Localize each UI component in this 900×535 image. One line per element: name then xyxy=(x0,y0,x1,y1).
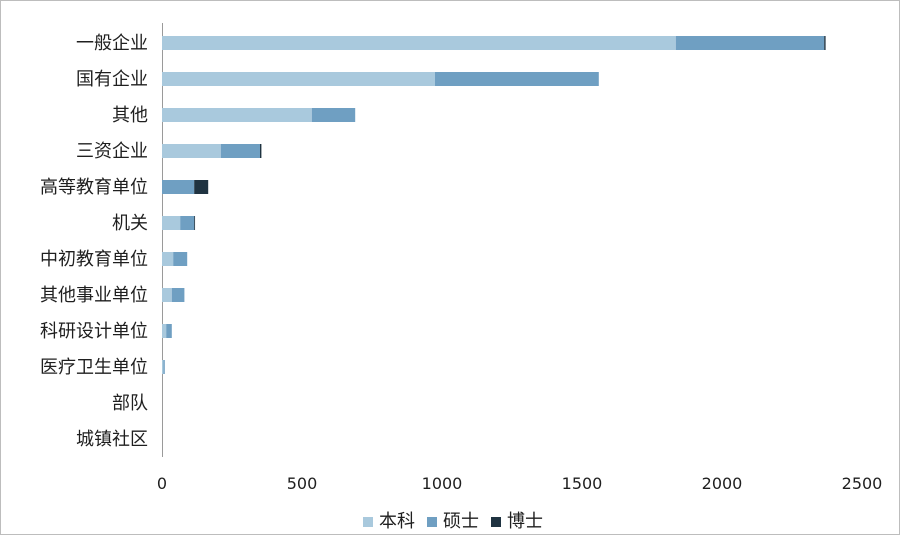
legend-label-0: 本科 xyxy=(379,511,415,532)
x-tick-label-2: 1000 xyxy=(422,474,463,493)
ticks-layer: 0 500 1000 1500 2000 2500 xyxy=(157,474,882,493)
category-label-10: 部队 xyxy=(112,393,148,414)
bar-segment-0-1 xyxy=(162,72,435,86)
x-tick-label-3: 1500 xyxy=(562,474,603,493)
bar-segment-1-9 xyxy=(163,360,165,374)
bar-segment-0-8 xyxy=(162,324,167,338)
bar-segment-0-6 xyxy=(162,252,174,266)
bar-segment-0-9 xyxy=(162,360,164,374)
x-tick-label-1: 500 xyxy=(287,474,318,493)
legend-swatch-0 xyxy=(363,517,373,527)
category-label-3: 三资企业 xyxy=(76,141,148,162)
bar-segment-0-3 xyxy=(162,144,221,158)
legend-label-1: 硕士 xyxy=(443,511,479,532)
category-label-1: 国有企业 xyxy=(76,69,148,90)
bars-layer xyxy=(162,36,826,374)
bar-segment-0-0 xyxy=(162,36,676,50)
bar-segment-2-0 xyxy=(824,36,826,50)
category-label-11: 城镇社区 xyxy=(76,429,148,450)
category-label-7: 其他事业单位 xyxy=(40,285,148,306)
category-label-5: 机关 xyxy=(112,213,148,234)
category-label-9: 医疗卫生单位 xyxy=(40,357,148,378)
bar-segment-0-5 xyxy=(162,216,181,230)
bar-segment-0-7 xyxy=(162,288,172,302)
bar-segment-1-1 xyxy=(435,72,599,86)
x-tick-label-0: 0 xyxy=(157,474,167,493)
category-label-2: 其他 xyxy=(112,105,148,126)
bar-segment-1-4 xyxy=(162,180,195,194)
bar-segment-1-3 xyxy=(220,144,260,158)
category-label-4: 高等教育单位 xyxy=(40,177,148,198)
category-label-0: 一般企业 xyxy=(76,33,148,54)
bar-segment-2-5 xyxy=(194,216,196,230)
legend-label-2: 博士 xyxy=(507,511,543,532)
bar-segment-1-8 xyxy=(166,324,172,338)
category-label-6: 中初教育单位 xyxy=(40,249,148,270)
bar-segment-1-5 xyxy=(180,216,195,230)
legend-swatch-1 xyxy=(427,517,437,527)
labels-layer: 一般企业国有企业其他三资企业高等教育单位机关中初教育单位其他事业单位科研设计单位… xyxy=(40,33,148,450)
legend: 本科 硕士 博士 xyxy=(363,511,543,532)
bar-segment-1-7 xyxy=(171,288,185,302)
bar-segment-1-0 xyxy=(675,36,825,50)
category-label-8: 科研设计单位 xyxy=(40,321,148,342)
bar-segment-2-3 xyxy=(260,144,262,158)
legend-swatch-2 xyxy=(491,517,501,527)
bar-segment-1-6 xyxy=(173,252,188,266)
bar-segment-0-2 xyxy=(162,108,312,122)
bar-segment-1-2 xyxy=(311,108,356,122)
bar-segment-2-4 xyxy=(194,180,209,194)
x-tick-label-5: 2500 xyxy=(842,474,883,493)
x-tick-label-4: 2000 xyxy=(702,474,743,493)
